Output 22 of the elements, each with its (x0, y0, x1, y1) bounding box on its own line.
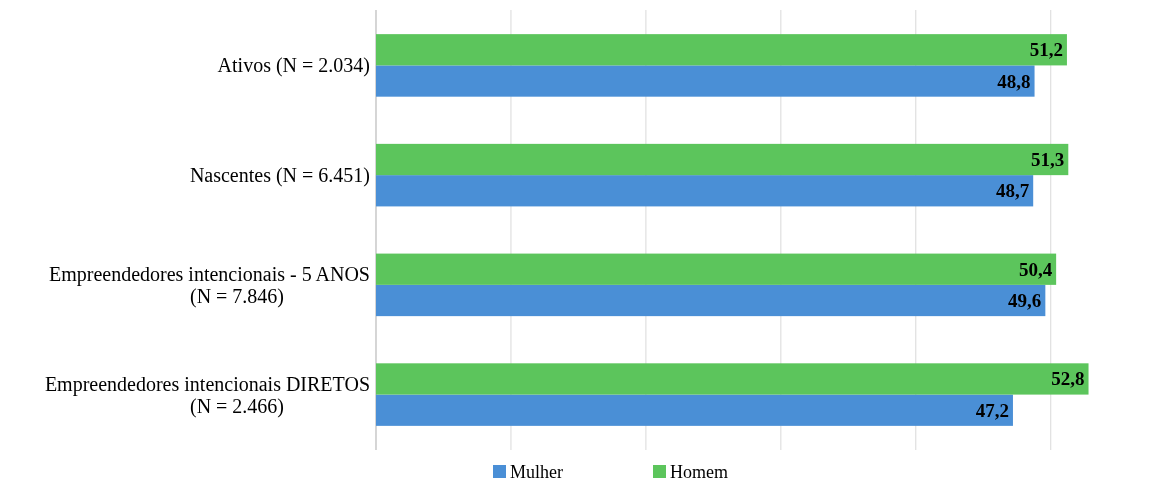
data-label: 48,7 (995, 180, 1030, 202)
y-tick-label: Empreendedores intencionais - 5 ANOS (N = 7.846) (48, 262, 370, 308)
bar (376, 284, 1046, 317)
bar (376, 253, 1057, 285)
y-tick-label: Nascentes (N = 6.451) (189, 164, 370, 188)
legend-label: Mulher (510, 462, 563, 482)
bar (376, 143, 1069, 176)
y-tick-label: Ativos (N = 2.034) (217, 54, 370, 78)
data-label: 47,2 (975, 399, 1009, 421)
bar (376, 34, 1067, 66)
bar (376, 363, 1089, 395)
y-tick-label: Empreendedores intencionais DIRETOS (N = 2.466) (44, 372, 370, 418)
data-label: 49,6 (1008, 290, 1042, 311)
data-label: 51,2 (1029, 39, 1063, 61)
data-label: 51,3 (1031, 149, 1065, 170)
bar (376, 394, 1013, 426)
bar (376, 175, 1034, 207)
data-label: 52,8 (1051, 368, 1085, 390)
data-label: 48,8 (997, 70, 1031, 92)
bar (376, 65, 1035, 97)
data-label: 50,4 (1018, 258, 1053, 280)
legend-label: Homem (670, 462, 728, 482)
